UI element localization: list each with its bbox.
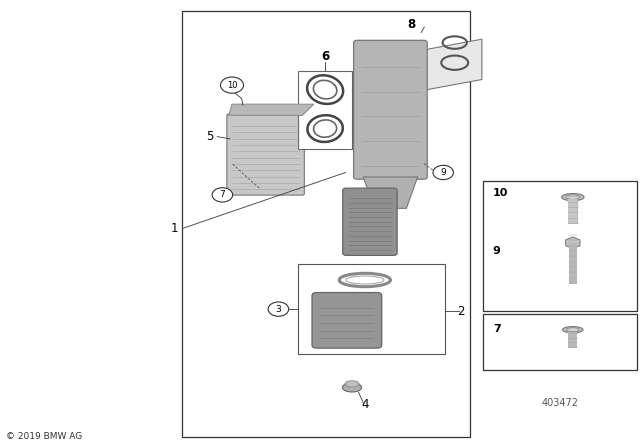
Text: 10: 10 xyxy=(227,81,237,90)
Bar xyxy=(182,11,470,437)
Ellipse shape xyxy=(345,381,359,387)
Bar xyxy=(568,330,577,348)
Text: 6: 6 xyxy=(321,50,329,63)
Bar xyxy=(483,314,637,370)
FancyBboxPatch shape xyxy=(227,114,305,195)
Polygon shape xyxy=(229,104,314,115)
Circle shape xyxy=(268,302,289,316)
Bar xyxy=(483,181,637,311)
Ellipse shape xyxy=(346,276,384,284)
Text: 7: 7 xyxy=(220,190,225,199)
Ellipse shape xyxy=(314,80,337,99)
Ellipse shape xyxy=(566,195,580,199)
FancyBboxPatch shape xyxy=(343,188,397,255)
Text: 3: 3 xyxy=(276,305,281,314)
Ellipse shape xyxy=(314,120,337,137)
FancyBboxPatch shape xyxy=(312,293,381,348)
FancyBboxPatch shape xyxy=(354,40,428,179)
Bar xyxy=(568,199,577,224)
Ellipse shape xyxy=(342,383,362,392)
Circle shape xyxy=(220,77,244,93)
Ellipse shape xyxy=(566,328,579,332)
Text: © 2019 BMW AG: © 2019 BMW AG xyxy=(6,432,83,441)
Text: 10: 10 xyxy=(493,188,508,198)
Polygon shape xyxy=(364,177,417,208)
Bar xyxy=(298,264,445,354)
Text: 1: 1 xyxy=(171,222,179,235)
Circle shape xyxy=(212,188,233,202)
Text: 403472: 403472 xyxy=(541,398,579,408)
Text: 4: 4 xyxy=(361,398,369,412)
Text: 5: 5 xyxy=(206,130,213,143)
Bar xyxy=(569,243,577,284)
Text: 2: 2 xyxy=(457,305,465,318)
Text: 8: 8 xyxy=(408,18,415,31)
Bar xyxy=(298,71,352,149)
Ellipse shape xyxy=(339,273,390,287)
Polygon shape xyxy=(421,39,482,91)
Bar xyxy=(568,198,578,224)
Text: 9: 9 xyxy=(493,246,500,256)
Text: 9: 9 xyxy=(440,168,446,177)
Text: 7: 7 xyxy=(493,324,500,334)
Ellipse shape xyxy=(562,194,584,201)
Circle shape xyxy=(433,165,453,180)
Ellipse shape xyxy=(563,327,583,333)
